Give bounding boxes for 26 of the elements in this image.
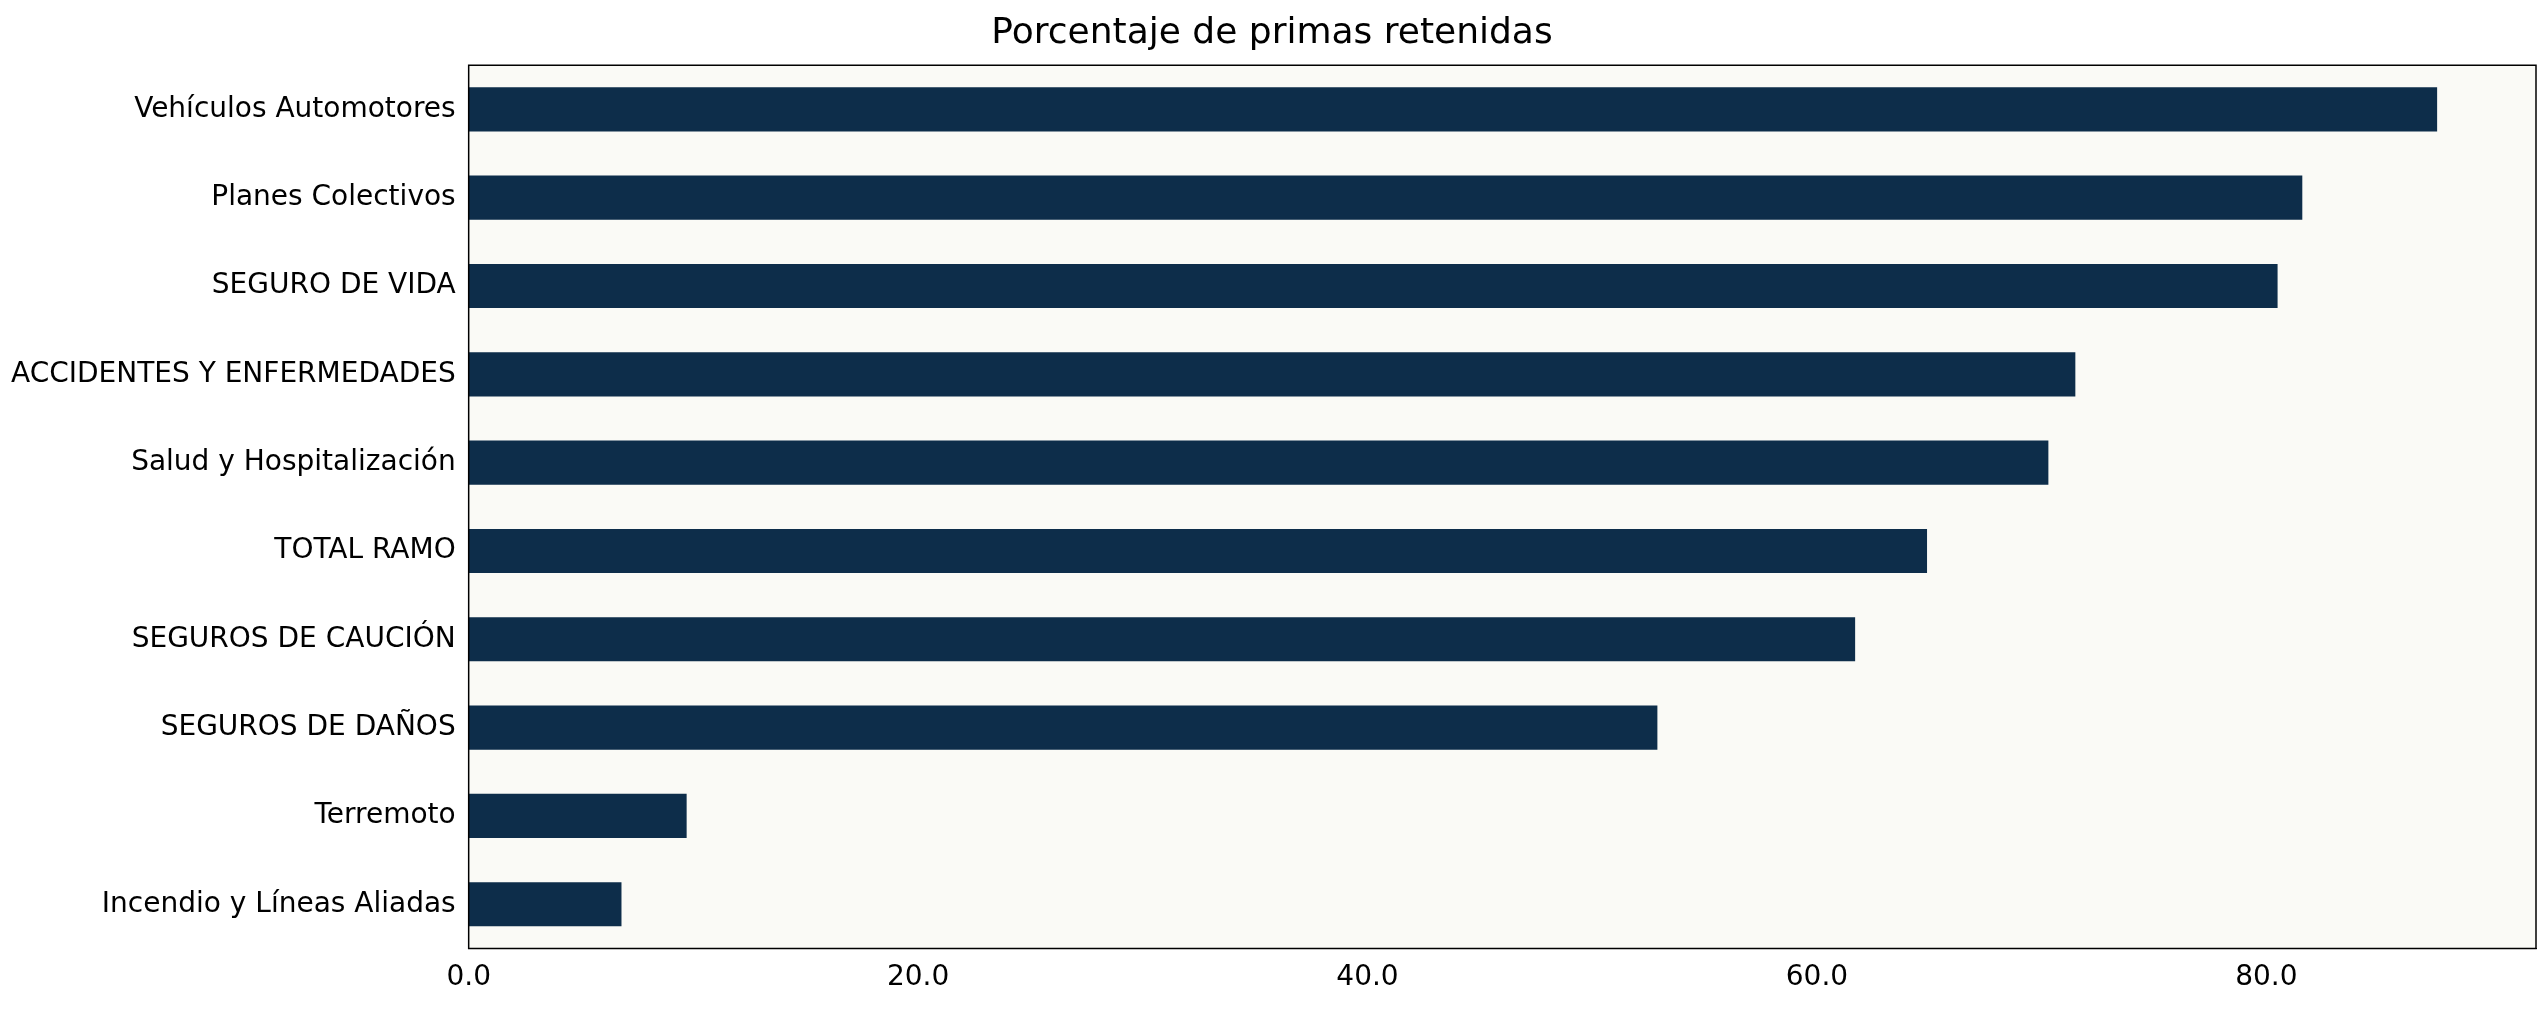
- x-tick-label: 20.0: [886, 959, 950, 993]
- bar: [468, 793, 687, 838]
- x-tick-label: 40.0: [1336, 959, 1399, 993]
- bar: [468, 352, 2076, 397]
- bar: [468, 87, 2438, 132]
- x-tick-label: 0.0: [446, 959, 491, 993]
- y-tick-label: Salud y Hospitalización: [131, 443, 456, 477]
- y-tick-label: Planes Colectivos: [211, 178, 456, 212]
- y-tick-label: SEGUROS DE DAÑOS: [160, 708, 456, 742]
- y-tick-label: TOTAL RAMO: [273, 532, 456, 566]
- chart-title: Porcentaje de primas retenidas: [991, 9, 1553, 51]
- y-tick-label: ACCIDENTES Y ENFERMEDADES: [10, 355, 456, 389]
- y-tick-label: Incendio y Líneas Aliadas: [101, 885, 456, 919]
- y-tick-label: SEGUROS DE CAUCIÓN: [131, 619, 456, 654]
- bar: [468, 440, 2049, 485]
- bar: [468, 175, 2303, 220]
- bar: [468, 528, 1928, 574]
- bar: [468, 617, 1856, 662]
- bar: [468, 263, 2278, 309]
- bar: [468, 705, 1658, 750]
- x-tick-label: 60.0: [1785, 959, 1849, 993]
- bar: [468, 882, 622, 927]
- y-tick-label: Terremoto: [313, 797, 456, 831]
- x-tick-label: 80.0: [2235, 959, 2298, 993]
- y-tick-label: SEGURO DE VIDA: [211, 267, 456, 301]
- y-tick-label: Vehículos Automotores: [134, 90, 456, 124]
